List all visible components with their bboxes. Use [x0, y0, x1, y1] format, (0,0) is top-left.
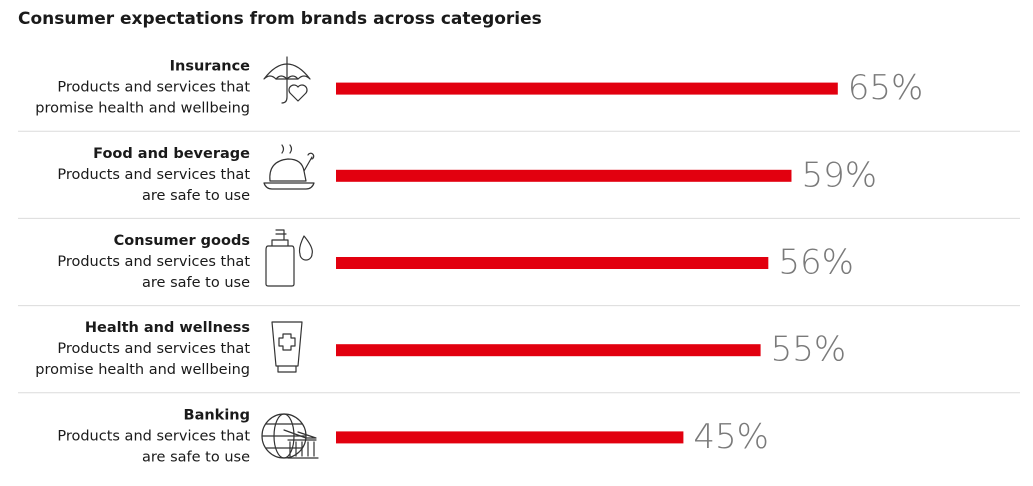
category-description: Products and services that — [57, 80, 250, 96]
category-description: Products and services that — [57, 341, 250, 357]
chart-title: Consumer expectations from brands across… — [18, 9, 542, 29]
category-label: Food and beverage — [93, 146, 250, 162]
value-label: 65% — [848, 68, 924, 108]
category-label: Banking — [184, 407, 250, 423]
icon-bank — [261, 413, 319, 459]
value-label: 59% — [801, 155, 877, 195]
category-label: Health and wellness — [85, 320, 250, 336]
icon-bottle — [265, 229, 313, 287]
category-description: promise health and wellbeing — [35, 101, 250, 117]
category-description: Products and services that — [57, 167, 250, 183]
bar — [336, 431, 684, 444]
icon-tube — [271, 321, 303, 373]
value-label: 56% — [778, 243, 854, 283]
icon-food — [263, 144, 315, 190]
category-description: Products and services that — [57, 428, 250, 444]
category-description: Products and services that — [57, 254, 250, 270]
bar — [336, 82, 838, 95]
category-description: promise health and wellbeing — [35, 362, 250, 378]
category-description: are safe to use — [142, 449, 250, 465]
value-label: 55% — [771, 330, 847, 370]
bar — [336, 257, 769, 269]
category-label: Insurance — [170, 59, 251, 75]
value-label: 45% — [693, 417, 769, 457]
icon-umbrella — [263, 56, 311, 104]
category-label: Consumer goods — [114, 233, 250, 249]
category-description: are safe to use — [142, 188, 250, 204]
bar — [336, 169, 792, 182]
bar — [336, 344, 761, 357]
category-description: are safe to use — [142, 275, 250, 291]
